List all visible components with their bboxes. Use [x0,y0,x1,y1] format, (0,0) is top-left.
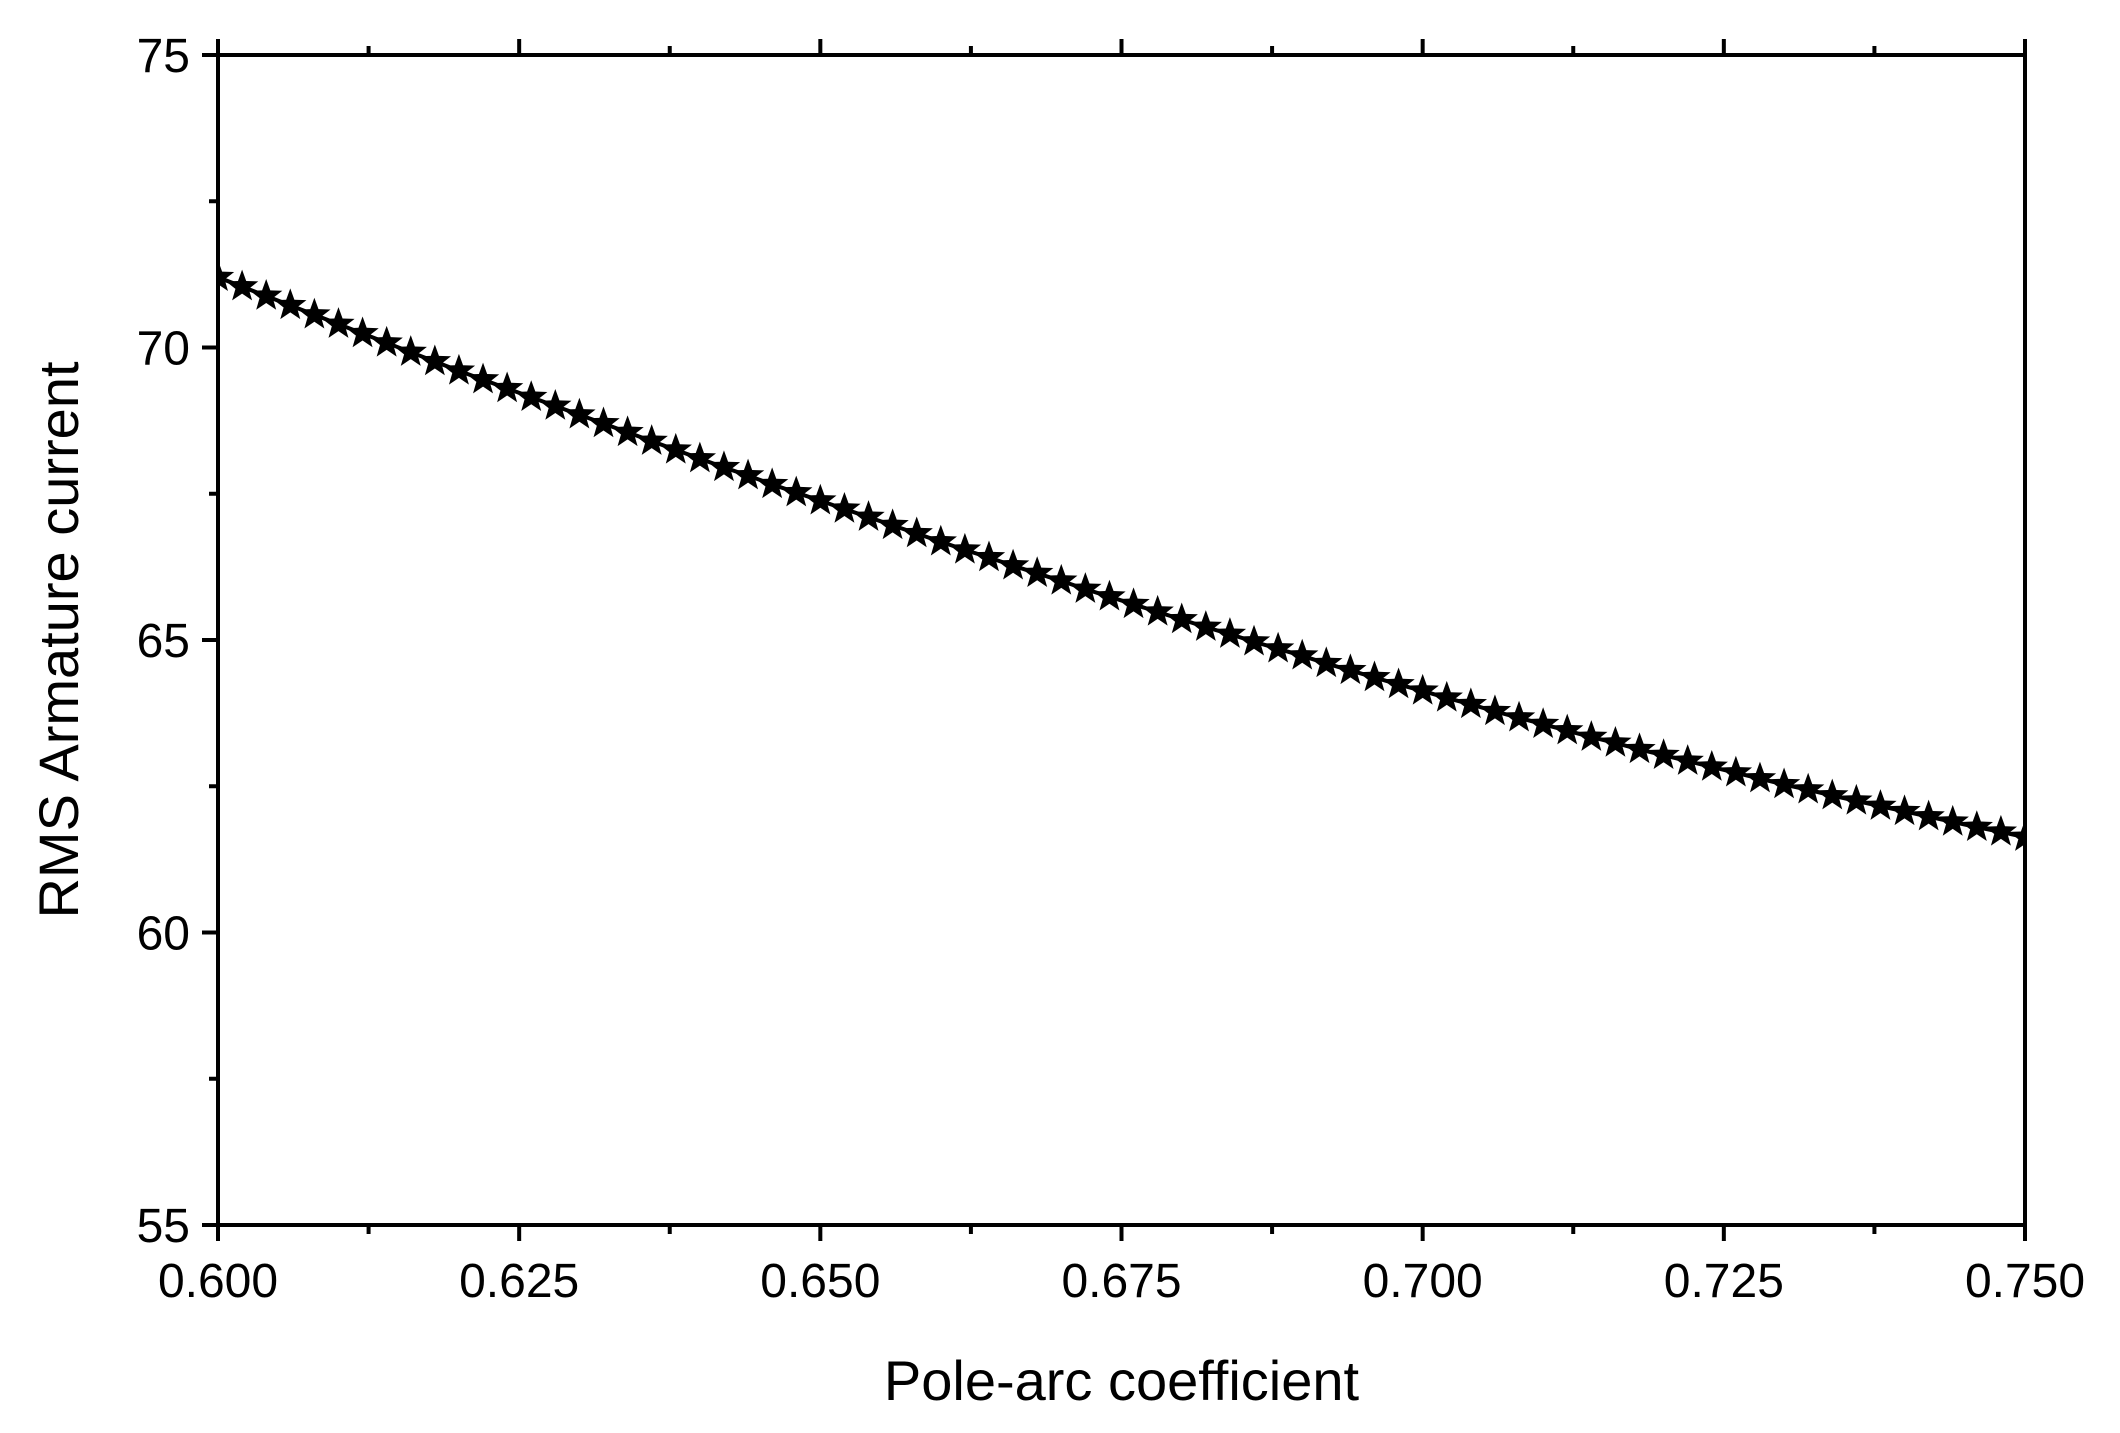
x-axis-title: Pole-arc coefficient [884,1349,1360,1412]
x-tick-label: 0.675 [1061,1255,1181,1308]
data-point-star [1406,673,1439,705]
y-tick-label: 75 [137,30,190,83]
data-point-star [924,524,957,556]
x-tick-label: 0.625 [459,1255,579,1308]
data-point-star [1767,767,1801,799]
data-point-star [1237,624,1271,656]
data-point-star [322,307,355,338]
data-point-star [1864,789,1897,820]
x-tick-label: 0.725 [1664,1255,1784,1308]
data-point-star [1502,700,1536,732]
data-point-star [466,362,500,394]
data-point-star [1912,799,1945,831]
data-point-star [394,335,427,366]
x-tick-label: 0.650 [760,1255,880,1308]
series-line [218,275,2025,840]
data-point-star [1358,660,1391,692]
data-point-star [1213,617,1247,648]
data-point-star [1382,667,1415,699]
x-tick-label: 0.600 [158,1255,278,1308]
data-point-star [1984,814,2018,846]
data-point-star [587,406,620,438]
data-point-star [1671,744,1704,775]
data-point-star [1310,646,1343,678]
data-point-star [1526,707,1560,738]
data-point-star [1695,749,1728,781]
data-point-star [1647,738,1680,769]
data-point-star [1286,638,1319,670]
data-point-star [1117,587,1150,619]
data-point-star [780,475,813,507]
data-point-star [1069,572,1102,603]
x-tick-label: 0.700 [1363,1255,1483,1308]
data-point-star [611,415,644,447]
axes-layer: 0.600 0.625 0.650 0.675 0.700 0.725 0.750 55 60 6… [137,30,2085,1308]
data-point-star [1189,610,1222,641]
data-point-star [852,500,885,531]
data-point-star [900,516,933,548]
data-layer [218,260,2025,851]
data-point-star [1478,694,1512,726]
y-axis-title: RMS Armature current [27,361,90,918]
data-point-star [1599,725,1632,757]
data-point-star [539,389,572,420]
y-tick-label: 65 [137,615,190,668]
data-point-star [1093,579,1126,611]
y-tick-label: 60 [137,908,190,961]
plot-frame [216,53,2027,1227]
data-point-star [1165,602,1198,634]
data-point-star [1816,778,1849,810]
data-point-star [876,508,909,540]
data-point-star [707,450,741,482]
data-point-star [298,297,331,329]
data-point-star [1888,794,1921,826]
data-point-star [1551,713,1584,745]
data-point-star [1045,563,1078,595]
data-point-star [1575,720,1608,751]
data-point-star [218,260,235,292]
data-point-star [1743,761,1777,793]
data-point-star [996,548,1030,580]
data-point-star [659,432,692,464]
data-point-star [1141,594,1174,626]
data-point-star [250,279,283,310]
data-point-star [1791,772,1825,804]
data-point-star [418,344,452,376]
y-tick-label: 55 [137,1200,190,1253]
data-point-star [1840,783,1873,815]
data-point-star [731,458,765,490]
data-point-star [1261,631,1295,663]
data-point-star [948,532,982,564]
data-point-star [683,441,717,473]
data-point-star [563,397,596,429]
data-point-star [635,424,668,455]
data-point-star [1936,804,1969,836]
data-point-star [370,325,403,357]
data-point-star [1021,556,1054,588]
data-point-star [274,288,307,320]
data-point-star [804,483,837,515]
data-point-star [755,467,789,499]
data-point-star [972,540,1006,572]
data-point-star [1334,653,1367,685]
data-point-star [515,380,548,411]
data-point-star [1623,732,1656,764]
data-point-star [1454,687,1488,719]
data-point-star [225,269,259,301]
data-point-star [1960,810,1993,841]
y-tick-label: 70 [137,323,190,376]
data-point-star [442,353,476,385]
data-point-star [1719,755,1753,787]
data-point-star [346,316,379,348]
data-point-star [2008,820,2025,851]
data-point-star [1430,680,1463,712]
data-point-star [490,371,524,403]
data-point-star [828,491,861,523]
x-tick-label: 0.750 [1965,1255,2085,1308]
